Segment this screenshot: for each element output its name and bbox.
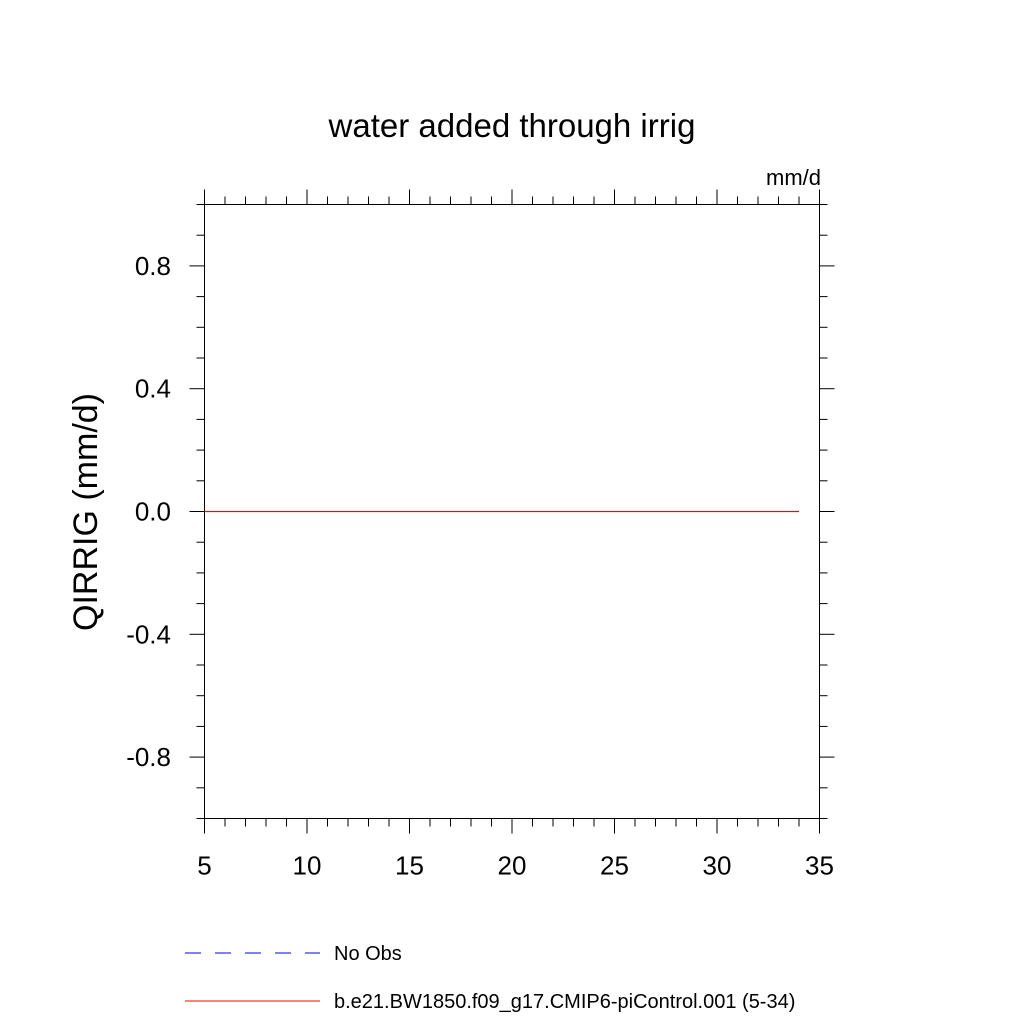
x-tick-label: 20 — [498, 851, 527, 881]
axis-ticks: 5 10 15 20 25 30 35 -0.8 -0.4 0.0 0.4 0.8 — [126, 189, 835, 881]
y-tick-label: 0.0 — [135, 497, 171, 527]
legend-label: No Obs — [334, 943, 402, 965]
y-tick-label: -0.4 — [126, 619, 171, 649]
chart-title: water added through irrig — [328, 107, 696, 144]
y-axis-label: QIRRIG (mm/d) — [67, 393, 105, 631]
y-tick-label: 0.4 — [135, 374, 171, 404]
y-tick-label: -0.8 — [126, 742, 171, 772]
x-tick-label: 35 — [805, 851, 834, 881]
legend-label: b.e21.BW1850.f09_g17.CMIP6-piControl.001… — [334, 991, 795, 1013]
legend: No Obs b.e21.BW1850.f09_g17.CMIP6-piContr… — [185, 943, 795, 1013]
y-tick-label: 0.8 — [135, 251, 171, 281]
x-tick-label: 25 — [600, 851, 629, 881]
units-label: mm/d — [766, 165, 821, 190]
x-tick-label: 10 — [293, 851, 322, 881]
x-tick-label: 5 — [197, 851, 211, 881]
x-tick-label: 15 — [395, 851, 424, 881]
x-tick-label: 30 — [703, 851, 732, 881]
